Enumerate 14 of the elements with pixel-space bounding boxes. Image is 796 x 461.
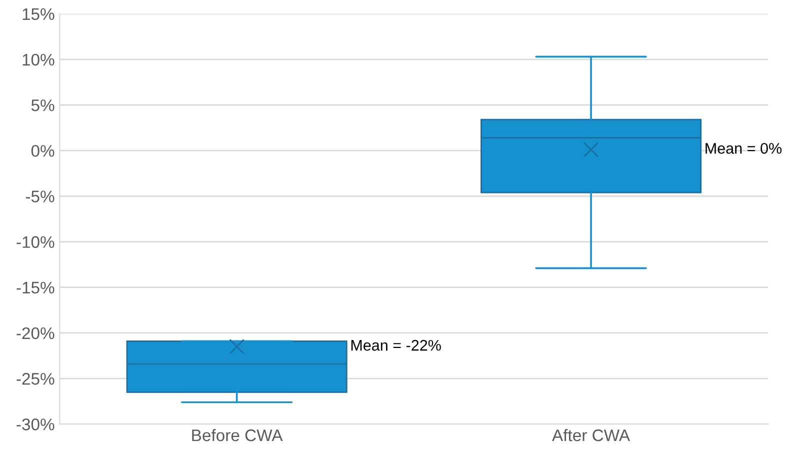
annotation: Mean = -22% xyxy=(351,340,441,351)
annotation: Mean = 0% xyxy=(706,142,782,154)
y-tick-label: -10% xyxy=(16,236,54,248)
y-tick-label: -15% xyxy=(16,282,54,294)
y-tick-label: 15% xyxy=(22,8,54,20)
y-tick-label: -25% xyxy=(16,372,54,385)
y-tick-label: 5% xyxy=(31,99,54,112)
y-tick-label: 0% xyxy=(31,144,54,157)
y-tick-label: -5% xyxy=(26,190,54,202)
y-tick-label: -30% xyxy=(16,418,54,430)
y-tick-label: 10% xyxy=(22,54,54,66)
y-tick-label: -20% xyxy=(16,327,54,340)
x-tick-label: Before CWA xyxy=(192,429,283,442)
x-tick-label: After CWA xyxy=(552,429,630,442)
